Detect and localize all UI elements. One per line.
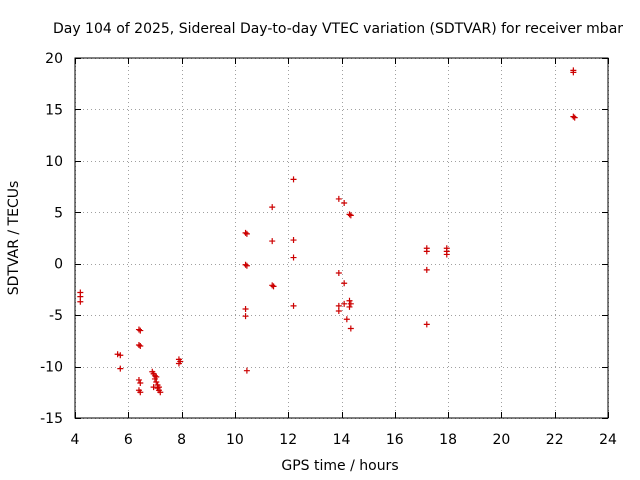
- plot-frame: [74, 57, 609, 419]
- data-point: [269, 282, 276, 289]
- data-point-layer: [77, 67, 578, 396]
- data-point: [335, 195, 342, 202]
- data-point: [346, 297, 353, 304]
- data-point: [175, 360, 182, 367]
- data-point: [270, 283, 277, 290]
- data-point: [347, 300, 354, 307]
- data-point: [242, 313, 249, 320]
- x-tick-label: 24: [599, 432, 617, 448]
- y-tick-label: 15: [45, 102, 63, 118]
- x-tick-label: 12: [279, 432, 297, 448]
- data-point: [77, 293, 84, 300]
- data-point: [137, 343, 144, 349]
- data-point: [153, 379, 160, 385]
- y-tick-label: -5: [49, 308, 63, 324]
- data-point: [243, 262, 250, 269]
- data-point: [153, 373, 160, 380]
- data-point: [290, 237, 297, 244]
- data-point: [341, 300, 348, 307]
- x-tick-label: 6: [124, 432, 133, 448]
- data-point: [347, 325, 354, 332]
- data-point: [242, 261, 249, 268]
- data-point: [346, 211, 353, 218]
- data-point: [335, 308, 342, 315]
- data-point: [570, 113, 577, 120]
- data-point: [135, 326, 142, 333]
- data-point: [343, 316, 350, 323]
- y-tick-label: -10: [40, 360, 63, 376]
- data-point: [443, 251, 450, 258]
- data-point: [242, 305, 249, 312]
- data-point: [341, 280, 348, 287]
- x-tick-label: 14: [333, 432, 351, 448]
- x-tick-label: 16: [386, 432, 404, 448]
- data-point: [423, 266, 430, 273]
- y-tick-label: 0: [54, 257, 63, 273]
- data-point: [242, 229, 249, 236]
- data-point: [347, 212, 354, 219]
- data-point: [114, 351, 121, 358]
- tick-label-layer: 4 6 8 10 12 14 16 18 20 22 24 -15 -10 -5 0 5 10 15 20: [40, 51, 617, 448]
- x-tick-label: 18: [439, 432, 457, 448]
- data-point: [137, 389, 144, 396]
- x-tick-label: 10: [226, 432, 244, 448]
- data-point: [269, 204, 276, 211]
- data-point: [117, 352, 124, 359]
- data-point: [290, 176, 297, 183]
- data-point: [423, 248, 430, 255]
- data-point: [77, 298, 84, 305]
- data-point: [243, 230, 250, 237]
- data-point: [335, 269, 342, 276]
- y-tick-label: 20: [45, 51, 63, 67]
- data-point: [137, 380, 144, 387]
- data-point: [150, 384, 157, 391]
- y-axis-label: SDTVAR / TECUs: [6, 181, 22, 296]
- data-point: [341, 200, 348, 207]
- data-point: [423, 321, 430, 328]
- data-point: [157, 389, 164, 396]
- data-point: [335, 302, 342, 309]
- data-point: [243, 367, 250, 374]
- x-tick-label: 8: [177, 432, 186, 448]
- data-point: [155, 384, 162, 391]
- y-tick-label: 10: [45, 154, 63, 170]
- x-tick-label: 20: [492, 432, 510, 448]
- data-point: [269, 238, 276, 245]
- data-point: [346, 303, 353, 310]
- chart-title: Day 104 of 2025, Sidereal Day-to-day VTE…: [53, 21, 623, 37]
- data-point: [290, 302, 297, 309]
- data-point: [571, 114, 578, 121]
- x-axis-label: GPS time / hours: [281, 458, 398, 474]
- data-point: [135, 376, 142, 383]
- y-tick-label: -15: [40, 411, 63, 427]
- data-point: [290, 254, 297, 261]
- x-tick-label: 4: [71, 432, 80, 448]
- data-point: [117, 365, 124, 372]
- data-point: [137, 327, 144, 334]
- data-point: [570, 69, 577, 76]
- y-tick-label: 5: [54, 205, 63, 221]
- x-tick-label: 22: [546, 432, 564, 448]
- data-point: [135, 341, 142, 348]
